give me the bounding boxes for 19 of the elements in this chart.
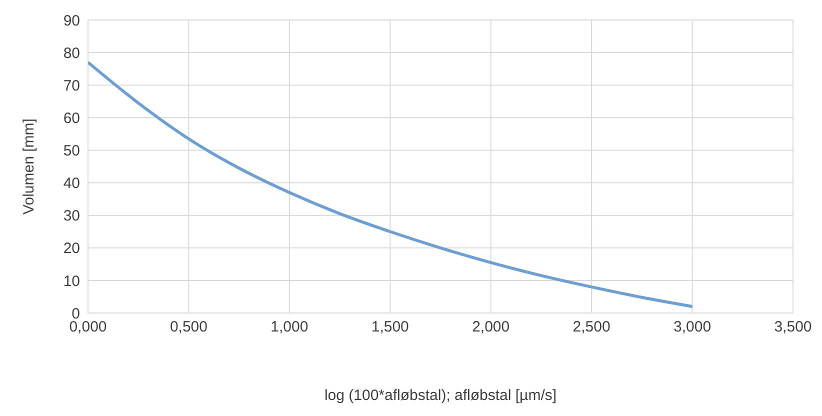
x-tick-label: 1,500 — [371, 318, 409, 336]
x-tick-label: 2,500 — [572, 318, 610, 336]
x-tick-label: 3,000 — [674, 318, 712, 336]
x-tick-label: 0,500 — [170, 318, 208, 336]
x-axis-title: log (100*afløbstal); afløbstal [µm/s] — [324, 387, 557, 404]
x-tick-label: 3,500 — [774, 318, 812, 336]
x-tick-label: 1,000 — [270, 318, 308, 336]
x-tick-label: 2,000 — [472, 318, 510, 336]
y-tick-label: 80 — [63, 44, 80, 62]
y-tick-label: 20 — [63, 240, 80, 258]
line-series — [88, 60, 694, 308]
y-tick-label: 70 — [63, 77, 80, 94]
y-tick-label: 30 — [63, 208, 80, 225]
y-axis-title: Volumen [mm] — [20, 118, 38, 214]
y-tick-label: 60 — [63, 110, 80, 127]
y-tick-label: 50 — [63, 142, 80, 160]
y-tick-label: 10 — [63, 272, 80, 290]
y-tick-label: 40 — [63, 175, 80, 192]
y-tick-label: 90 — [63, 12, 80, 30]
